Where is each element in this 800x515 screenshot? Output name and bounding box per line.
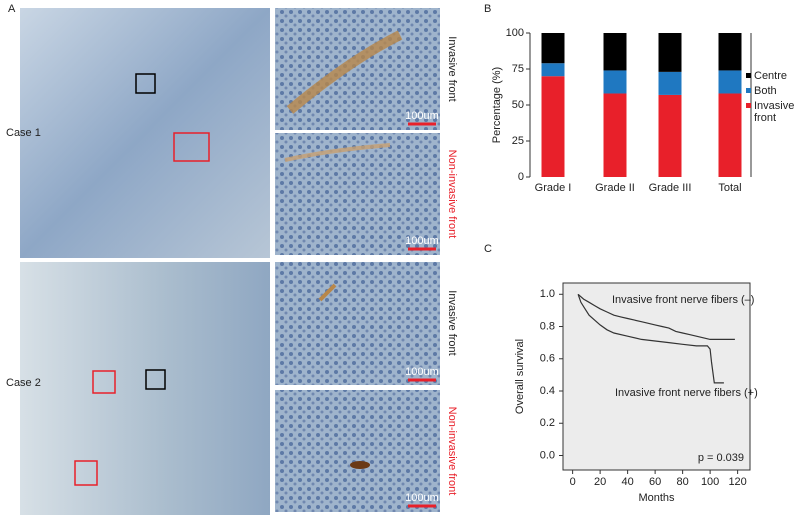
x-tick-label: 0 — [570, 476, 576, 488]
panel-label: B — [484, 3, 491, 15]
x-tick-label: 60 — [649, 476, 661, 488]
x-tick-label: 100 — [701, 476, 719, 488]
inset-box — [145, 369, 166, 390]
y-tick-label: 50 — [512, 99, 524, 111]
legend-label: Centre — [754, 70, 787, 82]
panel-label: A — [8, 3, 16, 15]
survival-curve — [577, 294, 724, 384]
image-label: Non-invasive front — [446, 407, 458, 496]
x-tick-label: Grade III — [649, 182, 692, 194]
micrograph — [275, 262, 440, 385]
nerve-fiber — [318, 283, 337, 302]
bar-segment — [658, 94, 682, 177]
image-label: Invasive front — [446, 290, 458, 355]
scale-label: 100um — [405, 366, 439, 378]
micrograph — [20, 262, 270, 515]
legend-swatch — [746, 103, 751, 108]
curve-label: Invasive front nerve fibers (+) — [615, 387, 758, 399]
nerve-fiber — [286, 30, 403, 114]
x-tick-label: Grade I — [535, 182, 572, 194]
y-tick-label: 0.0 — [540, 449, 555, 461]
x-tick-label: 40 — [622, 476, 634, 488]
micrograph — [275, 390, 440, 512]
plot-background — [562, 282, 751, 471]
y-axis-label: Overall survival — [514, 339, 526, 414]
inset-box — [92, 370, 116, 394]
inset-box — [135, 73, 156, 94]
inset-box — [74, 460, 98, 486]
bar-segment — [658, 71, 682, 95]
micrograph — [20, 8, 270, 258]
micrograph — [275, 8, 440, 130]
survival-curve — [577, 293, 735, 340]
y-axis-label: Percentage (%) — [491, 67, 503, 143]
bar-segment — [718, 93, 742, 177]
p-value: p = 0.039 — [698, 452, 744, 464]
bar-segment — [541, 33, 565, 64]
y-tick-label: 100 — [506, 27, 524, 39]
legend-label: Invasive front — [754, 100, 797, 124]
bar-segment — [541, 63, 565, 77]
x-tick-label: 80 — [677, 476, 689, 488]
scale-bar: 100um 100um 100um 100um — [405, 110, 439, 508]
y-tick-label: 0.4 — [540, 385, 555, 397]
nerve-fiber — [284, 143, 391, 162]
legend-label: Both — [754, 85, 777, 97]
y-tick-label: 75 — [512, 63, 524, 75]
y-tick-label: 0 — [518, 171, 524, 183]
y-tick-label: 1.0 — [540, 288, 555, 300]
y-tick-label: 0.2 — [540, 417, 555, 429]
bar-segment — [718, 70, 742, 94]
y-tick-label: 0.6 — [540, 353, 555, 365]
image-label: Invasive front — [446, 36, 458, 101]
scale-label: 100um — [405, 235, 439, 247]
nerve-fiber — [350, 461, 370, 469]
legend-swatch — [746, 88, 751, 93]
curve-label: Invasive front nerve fibers (–) — [612, 294, 754, 306]
case-label: Case 2 — [6, 377, 41, 389]
x-tick-label: 20 — [594, 476, 606, 488]
x-tick-label: 120 — [728, 476, 746, 488]
micrograph — [275, 133, 440, 255]
scale-label: 100um — [405, 492, 439, 504]
x-tick-label: Grade II — [595, 182, 635, 194]
y-tick-label: 25 — [512, 135, 524, 147]
bar-segment — [603, 33, 627, 71]
inset-box — [173, 132, 210, 162]
bar-segment — [541, 76, 565, 177]
panel-label: C — [484, 243, 492, 255]
scale-label: 100um — [405, 110, 439, 122]
x-tick-label: Total — [718, 182, 741, 194]
bar-segment — [718, 33, 742, 71]
bar-segment — [603, 70, 627, 94]
case-label: Case 1 — [6, 127, 41, 139]
bar-segment — [603, 93, 627, 177]
x-axis-label: Months — [638, 492, 675, 504]
y-tick-label: 0.8 — [540, 320, 555, 332]
image-label: Non-invasive front — [446, 150, 458, 239]
bar-segment — [658, 33, 682, 72]
legend-swatch — [746, 73, 751, 78]
